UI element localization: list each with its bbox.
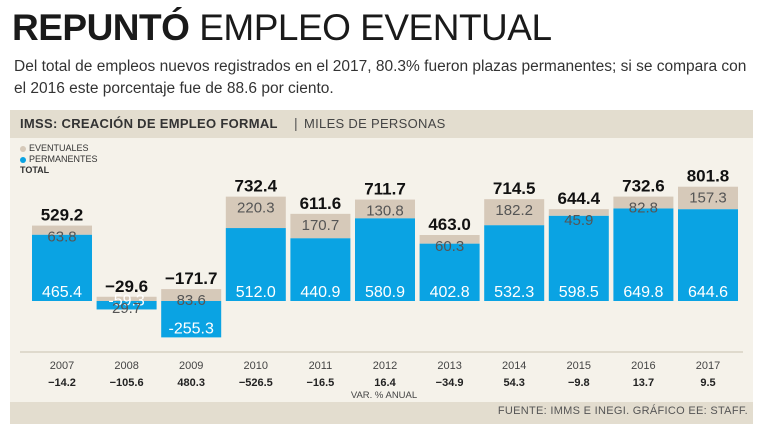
bar-eventuales-2014 [484,199,545,226]
label-permanentes-2012: 580.9 [365,284,405,301]
tick-label-2009: 2009 [179,360,203,372]
tick-label-2012: 2012 [373,360,397,372]
headline-light: EMPLEO EVENTUAL [199,7,552,48]
var-pct-label-2011: −16.5 [306,377,334,389]
bar-permanentes-2008 [96,301,157,310]
legend-label-total: TOTAL [20,165,50,175]
label-total-2008: −29.6 [105,277,148,296]
var-pct-label-2015: −9.8 [568,377,590,389]
label-eventuales-2009: 83.6 [177,292,206,309]
label-eventuales-2015: 45.9 [564,212,593,229]
label-eventuales-2008: 29.7 [112,300,141,317]
var-pct-label-2013: −34.9 [436,377,464,389]
label-total-2016: 732.6 [622,177,665,196]
bar-eventuales-2010 [225,196,286,229]
bar-permanentes-2011 [290,238,351,301]
var-pct-caption: VAR. % ANUAL [351,390,417,401]
subtitle: Del total de empleos nuevos registrados … [14,58,747,97]
legend-item-eventuales: EVENTUALES [20,143,98,154]
bar-eventuales-2013 [419,235,480,244]
label-eventuales-2010: 220.3 [237,200,275,217]
tick-label-2017: 2017 [696,360,720,372]
chart-unit: MILES DE PERSONAS [304,116,446,131]
permanentes-swatch-icon [20,156,26,163]
label-total-2012: 711.7 [364,180,406,199]
label-eventuales-2016: 82.8 [629,200,658,217]
bar-eventuales-2008 [96,296,157,301]
var-pct-label-2010: −526.5 [239,377,273,389]
legend-label-eventuales: EVENTUALES [29,143,89,153]
bar-eventuales-2007 [32,225,92,235]
label-eventuales-2007: 63.8 [47,229,76,246]
tick-label-2007: 2007 [50,360,74,372]
bar-permanentes-2015 [548,215,609,301]
eventuales-swatch-icon [20,145,26,152]
bar-permanentes-2014 [484,225,545,301]
bar-eventuales-2016 [613,196,674,209]
label-eventuales-2011: 170.7 [302,217,340,234]
label-permanentes-2014: 532.3 [494,284,534,301]
tick-label-2013: 2013 [437,360,461,372]
var-pct-label-2007: −14.2 [48,377,76,389]
legend-label-permanentes: PERMANENTES [29,154,98,164]
legend-item-permanentes: PERMANENTES [20,154,98,165]
label-permanentes-2007: 465.4 [42,284,82,301]
bar-eventuales-2017 [678,186,738,210]
tick-label-2015: 2015 [567,360,591,372]
label-total-2017: 801.8 [687,167,730,186]
source-note: FUENTE: IMMS E INEGI. GRÁFICO EE: STAFF. [497,405,748,417]
label-eventuales-2013: 60.3 [435,238,464,255]
var-pct-label-2008: −105.6 [110,377,144,389]
var-pct-label-2009: 480.3 [177,377,205,389]
label-permanentes-2013: 402.8 [430,284,470,301]
bar-permanentes-2017 [678,209,738,301]
label-total-2009: −171.7 [165,269,217,288]
tick-label-2011: 2011 [309,360,333,372]
tick-label-2016: 2016 [631,360,655,372]
legend: EVENTUALES PERMANENTES TOTAL [20,143,98,176]
label-permanentes-2010: 512.0 [236,284,276,301]
headline-bold: REPUNTÓ [12,7,190,48]
bar-permanentes-2009 [161,301,222,338]
header-separator: | [294,115,298,131]
label-eventuales-2017: 157.3 [689,190,727,207]
label-permanentes-2008: -59.3 [108,292,145,309]
label-total-2013: 463.0 [428,215,471,234]
label-permanentes-2009: -255.3 [169,320,214,337]
label-total-2014: 714.5 [493,179,536,198]
footer-strip [10,402,753,424]
bar-permanentes-2012 [355,218,415,301]
var-pct-label-2016: 13.7 [633,377,654,389]
bar-eventuales-2011 [290,213,351,239]
label-eventuales-2012: 130.8 [366,203,404,220]
headline: REPUNTÓ EMPLEO EVENTUAL [12,6,552,50]
chart-header: IMSS: CREACIÓN DE EMPLEO FORMAL | MILES … [10,110,753,138]
label-eventuales-2014: 182.2 [495,202,533,219]
bar-permanentes-2007 [32,234,92,301]
label-permanentes-2015: 598.5 [559,284,599,301]
var-pct-label-2014: 54.3 [503,377,524,389]
bar-permanentes-2013 [419,243,480,301]
label-permanentes-2017: 644.6 [688,284,728,301]
label-total-2011: 611.6 [300,194,342,213]
label-permanentes-2016: 649.8 [623,284,663,301]
bar-permanentes-2016 [613,208,674,301]
bar-permanentes-2010 [225,228,286,301]
tick-label-2008: 2008 [114,360,138,372]
var-pct-label-2012: 16.4 [374,377,396,389]
bar-eventuales-2015 [548,209,609,216]
bar-eventuales-2012 [355,199,415,219]
tick-label-2010: 2010 [244,360,268,372]
label-total-2015: 644.4 [558,189,601,208]
legend-item-total: TOTAL [20,165,98,176]
label-permanentes-2011: 440.9 [300,284,340,301]
chart-title: IMSS: CREACIÓN DE EMPLEO FORMAL [20,116,278,131]
var-pct-label-2017: 9.5 [700,377,715,389]
tick-label-2014: 2014 [502,360,526,372]
label-total-2007: 529.2 [41,206,84,225]
label-total-2010: 732.4 [235,177,278,196]
bar-eventuales-2009 [161,289,222,301]
